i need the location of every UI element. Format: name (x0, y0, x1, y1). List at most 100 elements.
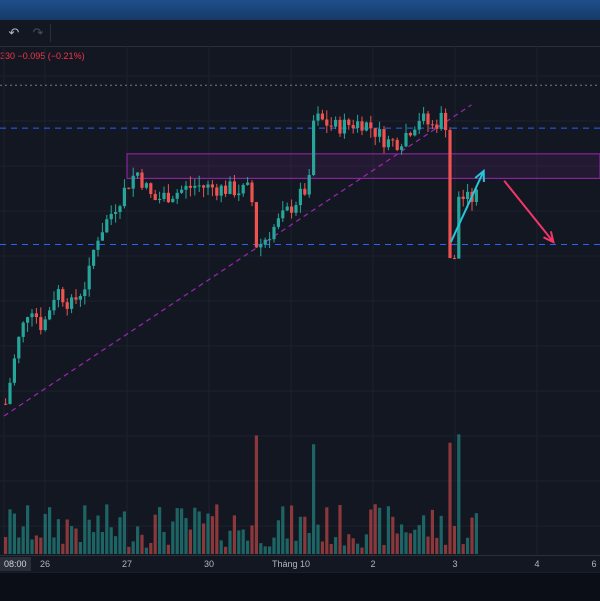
volume-bar (118, 517, 122, 554)
volume-bar (92, 532, 96, 554)
candle-body (334, 119, 338, 127)
candle (70, 294, 74, 314)
candle (232, 174, 236, 198)
volume-bar (474, 513, 478, 554)
candle-body (422, 113, 426, 121)
candle (43, 316, 47, 332)
volume-bar (61, 543, 65, 554)
candle-body (290, 206, 294, 213)
candle-body (259, 244, 263, 248)
volume-bar (26, 505, 30, 554)
volume-bar (52, 537, 56, 554)
volume-bar (430, 509, 434, 554)
candle-body (206, 184, 210, 188)
candle (92, 249, 96, 269)
candle-body (109, 213, 113, 220)
volume-bar (237, 530, 241, 554)
volume-bar (39, 537, 43, 554)
zone-rect (126, 153, 600, 179)
candle (210, 180, 214, 197)
volume-bar (356, 543, 360, 554)
candle-body (175, 192, 179, 199)
candle-body (461, 196, 465, 200)
candle-body (285, 206, 289, 211)
candle-body (276, 218, 280, 227)
candle-body (149, 183, 153, 194)
candle-body (158, 198, 162, 201)
volume-bar (369, 509, 373, 554)
candle (307, 169, 311, 198)
candle-body (224, 185, 228, 194)
volume-bar (210, 516, 214, 554)
arrow-head (474, 168, 485, 183)
volume-bar (303, 516, 307, 554)
volume-bar (109, 527, 113, 554)
candle-body (408, 132, 412, 136)
candle (21, 321, 25, 343)
candle (118, 204, 122, 219)
candle (386, 135, 390, 151)
forecast-arrow (503, 180, 555, 244)
candle-body (153, 193, 157, 201)
volume-bar (378, 507, 382, 554)
candle-body (17, 336, 21, 359)
candle (219, 184, 223, 203)
volume-bar (294, 540, 298, 554)
candle-body (294, 205, 298, 213)
candle-body (65, 302, 69, 309)
candle (338, 116, 342, 137)
candle-body (378, 129, 382, 137)
redo-button[interactable]: ↷ (28, 23, 48, 43)
candle (136, 172, 140, 179)
candle-body (83, 289, 87, 297)
candle (356, 114, 360, 133)
candle-body (34, 313, 38, 318)
candle (96, 236, 100, 257)
candle (184, 180, 188, 199)
volume-bar (153, 514, 157, 554)
candle-body (426, 113, 430, 125)
volume-bar (83, 505, 87, 554)
candle-body (215, 187, 219, 196)
arrow-shaft (449, 170, 485, 243)
volume-bar (466, 537, 470, 554)
candle-body (263, 239, 267, 245)
candle (65, 298, 69, 316)
volume-bar (470, 517, 474, 554)
candle-body (70, 297, 74, 309)
undo-button[interactable]: ↶ (4, 23, 24, 43)
candle (351, 119, 355, 134)
candle (263, 237, 267, 248)
candle (105, 214, 109, 234)
candle-body (298, 188, 302, 206)
candle (426, 111, 430, 132)
candle (188, 176, 192, 197)
price-chart[interactable] (0, 46, 600, 556)
toolbar-divider (50, 24, 51, 42)
candle-body (404, 132, 408, 147)
candle (193, 178, 197, 196)
candle (290, 199, 294, 219)
candle-body (122, 187, 126, 207)
candle (320, 109, 324, 121)
candle (430, 120, 434, 130)
volume-bar (325, 507, 329, 554)
candle-body (325, 119, 329, 126)
candle-body (356, 121, 360, 128)
candle-body (347, 119, 351, 125)
candle (329, 117, 333, 131)
volume-bar (395, 533, 399, 554)
resistance-zone (126, 153, 600, 179)
volume-bar (232, 515, 236, 554)
forecast-arrow (449, 168, 485, 243)
time-tick-label: 30 (203, 559, 215, 569)
chart-toolbar: ↶ ↷ (0, 20, 600, 47)
volume-bar (70, 526, 74, 554)
candlesticks (4, 106, 478, 406)
volume-bar (197, 511, 201, 554)
candle-body (246, 182, 250, 185)
candle-body (140, 172, 144, 188)
volume-bar (8, 509, 12, 554)
candle (334, 116, 338, 129)
